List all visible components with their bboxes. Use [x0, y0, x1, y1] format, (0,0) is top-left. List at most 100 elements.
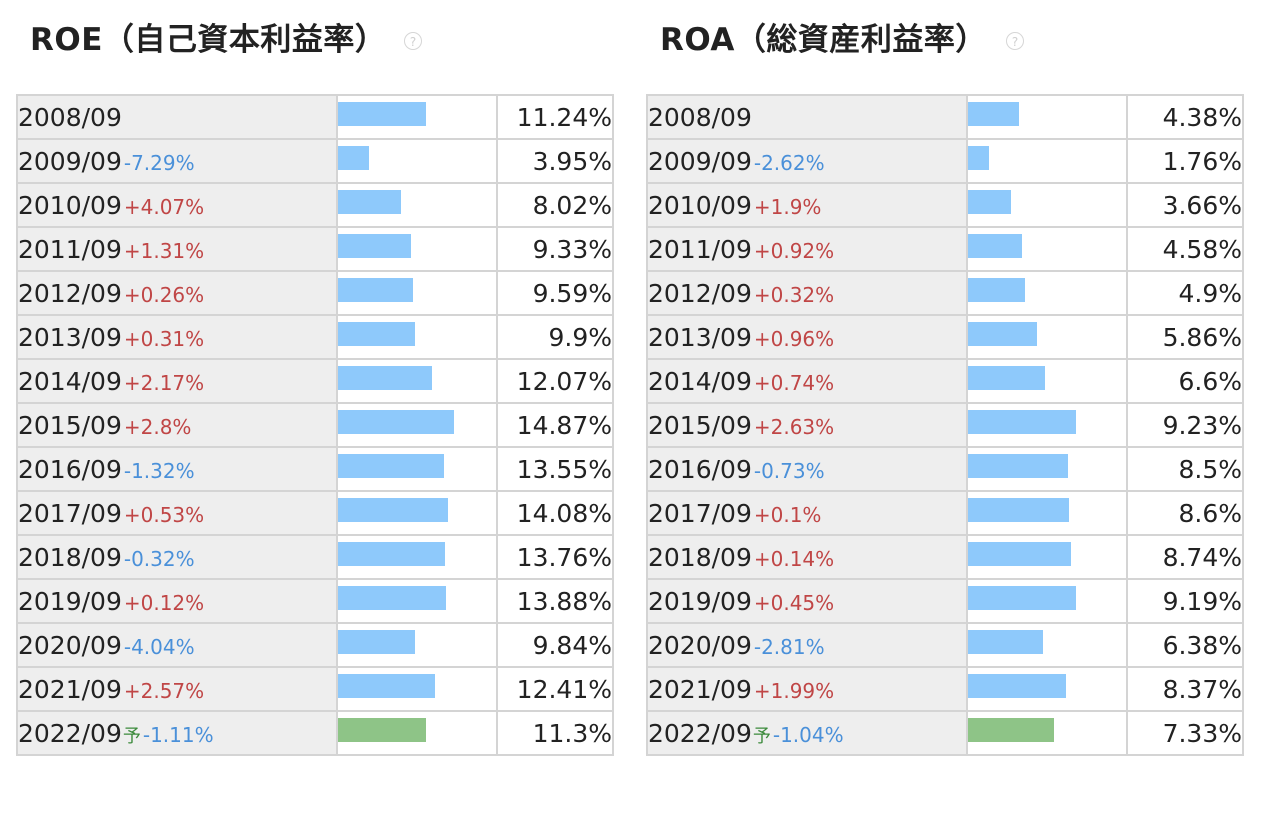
fiscal-year: 2014/09 — [18, 366, 122, 396]
table-row: 2019/09 +0.45% 9.19% — [646, 578, 1244, 624]
bar-cell — [966, 314, 1128, 360]
value-bar — [338, 322, 415, 346]
row-label: 2012/09 +0.26% — [16, 270, 338, 316]
table-row: 2014/09 +0.74% 6.6% — [646, 358, 1244, 404]
value-bar — [968, 586, 1076, 610]
ratio-value: 3.95% — [496, 138, 614, 184]
fiscal-year: 2015/09 — [648, 410, 752, 440]
value-bar — [968, 278, 1025, 302]
value-bar — [968, 322, 1037, 346]
ratio-value: 3.66% — [1126, 182, 1244, 228]
bar-cell — [336, 578, 498, 624]
ratio-value: 13.55% — [496, 446, 614, 492]
value-bar — [968, 454, 1068, 478]
ratio-value: 8.74% — [1126, 534, 1244, 580]
yoy-change: +0.26% — [123, 282, 205, 307]
table-row: 2015/09 +2.63% 9.23% — [646, 402, 1244, 448]
yoy-change: +0.32% — [753, 282, 835, 307]
fiscal-year: 2008/09 — [18, 102, 122, 132]
bar-cell — [336, 358, 498, 404]
yoy-change: +0.74% — [753, 370, 835, 395]
ratio-value: 9.23% — [1126, 402, 1244, 448]
bar-cell — [336, 182, 498, 228]
bar-cell — [966, 446, 1128, 492]
ratio-value: 9.84% — [496, 622, 614, 668]
table-row: 2020/09 -2.81% 6.38% — [646, 622, 1244, 668]
row-label: 2022/09予 -1.11% — [16, 710, 338, 756]
bar-cell — [966, 578, 1128, 624]
ratio-value: 5.86% — [1126, 314, 1244, 360]
fiscal-year: 2011/09 — [648, 234, 752, 264]
yoy-change: +2.17% — [123, 370, 205, 395]
fiscal-year: 2008/09 — [648, 102, 752, 132]
fiscal-year: 2017/09 — [648, 498, 752, 528]
table-row: 2010/09 +4.07% 8.02% — [16, 182, 614, 228]
fiscal-year: 2012/09 — [648, 278, 752, 308]
value-bar — [338, 190, 401, 214]
table-row: 2009/09 -2.62% 1.76% — [646, 138, 1244, 184]
yoy-change: +1.9% — [753, 194, 822, 219]
bar-cell — [966, 270, 1128, 316]
fiscal-year: 2016/09 — [648, 454, 752, 484]
row-label: 2013/09 +0.96% — [646, 314, 968, 360]
fiscal-year: 2010/09 — [18, 190, 122, 220]
table-row: 2022/09予 -1.11% 11.3% — [16, 710, 614, 756]
table-row: 2011/09 +1.31% 9.33% — [16, 226, 614, 272]
fiscal-year: 2018/09 — [18, 542, 122, 572]
yoy-change: +1.99% — [753, 678, 835, 703]
ratio-value: 11.24% — [496, 94, 614, 140]
ratio-value: 4.9% — [1126, 270, 1244, 316]
fiscal-year: 2013/09 — [648, 322, 752, 352]
yoy-change: +4.07% — [123, 194, 205, 219]
value-bar — [968, 498, 1069, 522]
bar-cell — [336, 710, 498, 756]
fiscal-year: 2020/09 — [18, 630, 122, 660]
row-label: 2020/09 -4.04% — [16, 622, 338, 668]
fiscal-year: 2022/09 — [648, 718, 752, 748]
yoy-change: -1.32% — [123, 458, 195, 483]
table-row: 2009/09 -7.29% 3.95% — [16, 138, 614, 184]
row-label: 2015/09 +2.63% — [646, 402, 968, 448]
ratio-value: 9.33% — [496, 226, 614, 272]
bar-cell — [966, 666, 1128, 712]
value-bar — [968, 542, 1071, 566]
fiscal-year: 2021/09 — [648, 674, 752, 704]
roa-help-icon[interactable]: ? — [1006, 32, 1024, 50]
fiscal-year: 2011/09 — [18, 234, 122, 264]
bar-cell — [336, 270, 498, 316]
value-bar — [338, 542, 445, 566]
row-label: 2018/09 -0.32% — [16, 534, 338, 580]
ratio-value: 11.3% — [496, 710, 614, 756]
table-row: 2012/09 +0.26% 9.59% — [16, 270, 614, 316]
value-bar — [968, 674, 1066, 698]
bar-cell — [336, 226, 498, 272]
bar-cell — [336, 402, 498, 448]
table-row: 2010/09 +1.9% 3.66% — [646, 182, 1244, 228]
value-bar — [338, 454, 444, 478]
roe-help-icon[interactable]: ? — [404, 32, 422, 50]
table-row: 2020/09 -4.04% 9.84% — [16, 622, 614, 668]
value-bar — [968, 102, 1019, 126]
value-bar — [968, 410, 1076, 434]
value-bar — [968, 146, 989, 170]
value-bar — [338, 674, 435, 698]
ratio-value: 12.41% — [496, 666, 614, 712]
value-bar — [968, 366, 1045, 390]
yoy-change: +1.31% — [123, 238, 205, 263]
row-label: 2022/09予 -1.04% — [646, 710, 968, 756]
fiscal-year: 2019/09 — [648, 586, 752, 616]
value-bar — [338, 586, 446, 610]
bar-cell — [966, 226, 1128, 272]
bar-cell — [336, 138, 498, 184]
table-row: 2014/09 +2.17% 12.07% — [16, 358, 614, 404]
yoy-change: +0.45% — [753, 590, 835, 615]
fiscal-year: 2015/09 — [18, 410, 122, 440]
forecast-bar — [338, 718, 426, 742]
row-label: 2019/09 +0.45% — [646, 578, 968, 624]
table-row: 2017/09 +0.1% 8.6% — [646, 490, 1244, 536]
bar-cell — [966, 710, 1128, 756]
bar-cell — [966, 490, 1128, 536]
yoy-change: -1.11% — [142, 722, 214, 747]
fiscal-year: 2020/09 — [648, 630, 752, 660]
row-label: 2009/09 -7.29% — [16, 138, 338, 184]
